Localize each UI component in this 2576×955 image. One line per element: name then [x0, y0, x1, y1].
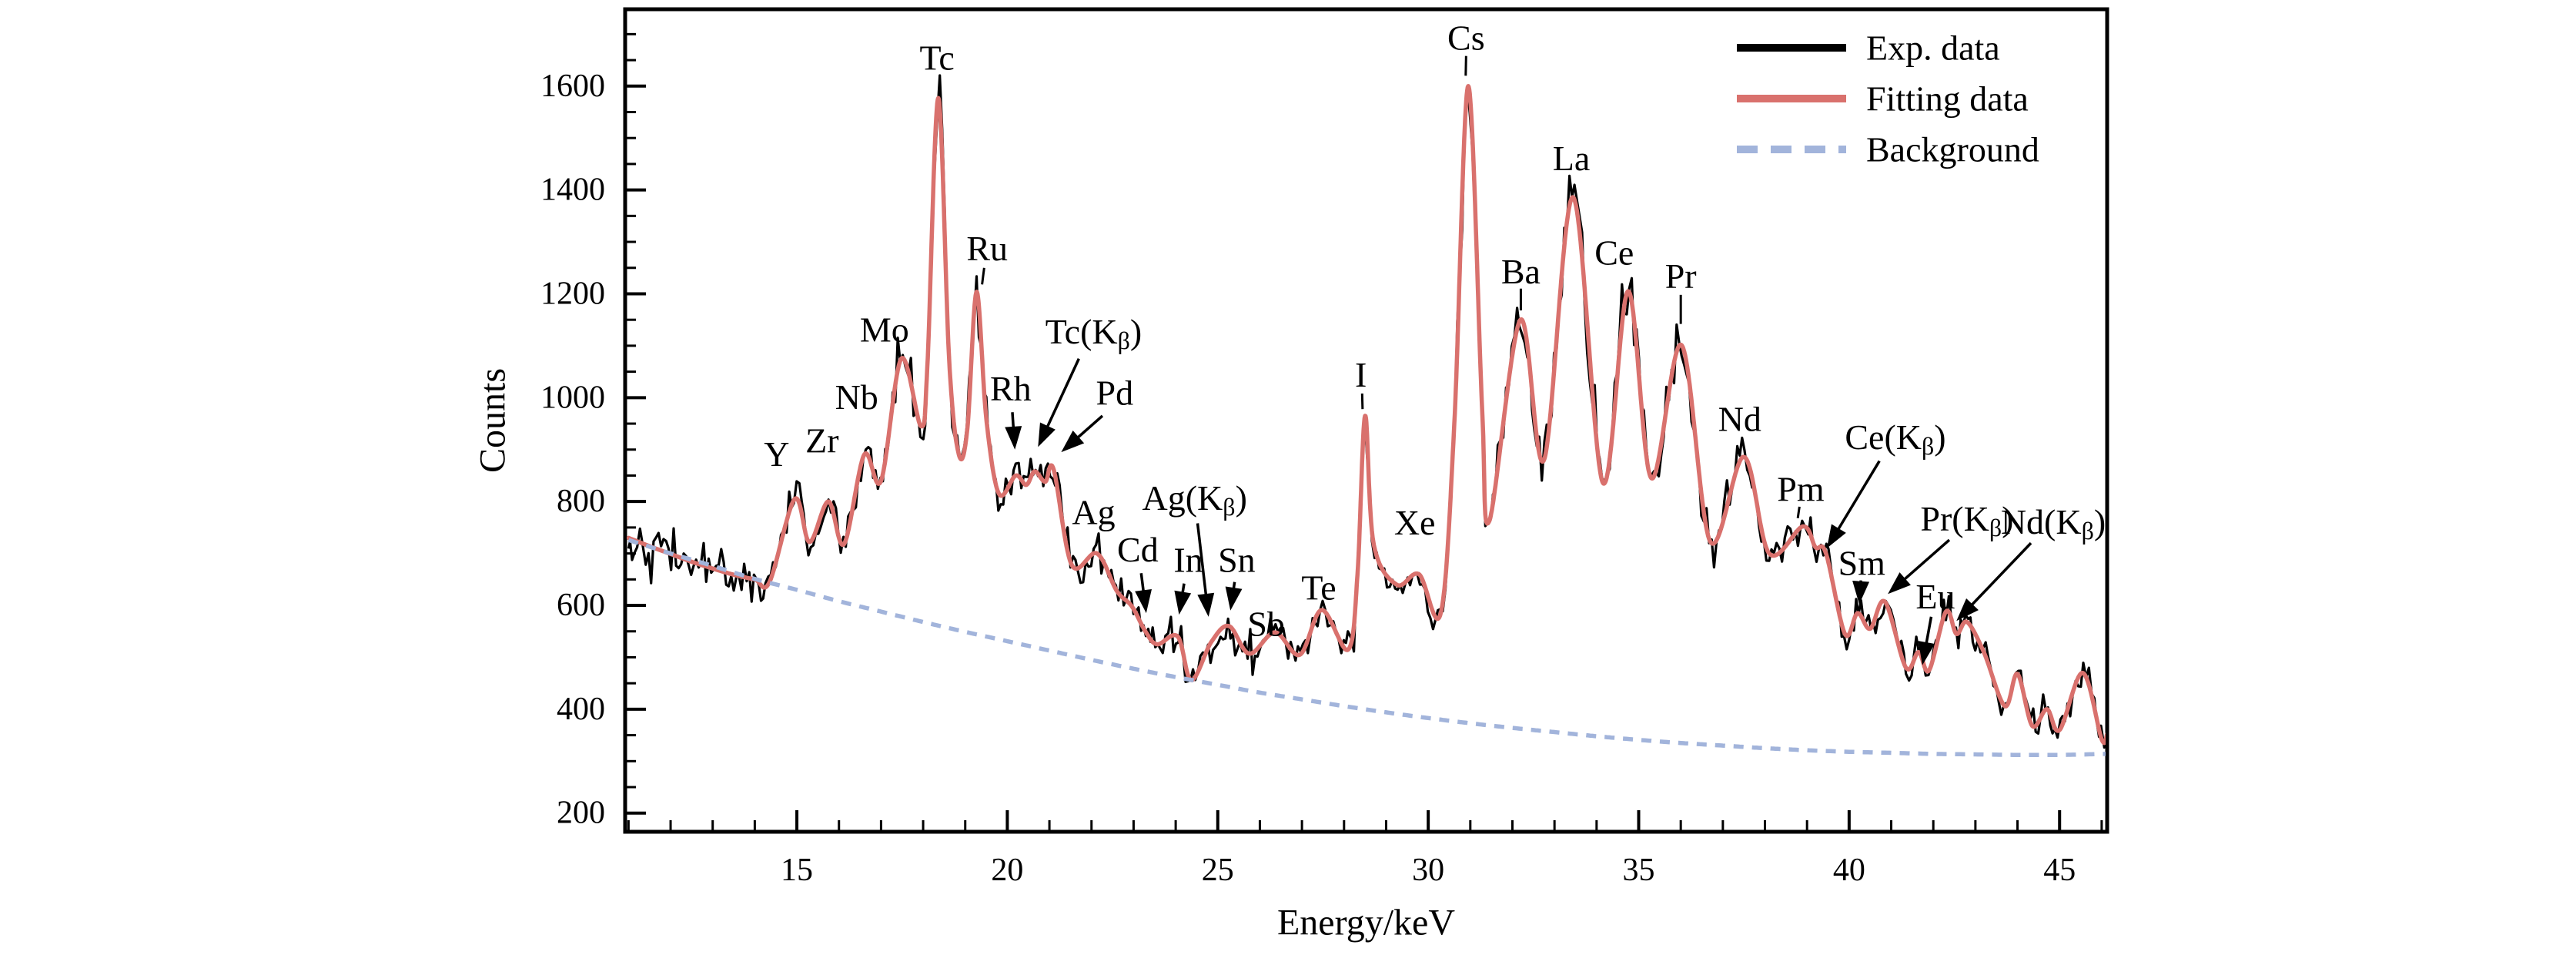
- annotation-leader-i: [1360, 393, 1364, 410]
- annotation-arrow-pd: [1073, 414, 1104, 442]
- annotation-label-nd: Nd: [1718, 399, 1761, 438]
- annotation-arrow-nd-k: [1967, 541, 2032, 610]
- annotation-label-ru: Ru: [966, 229, 1008, 268]
- y-tick-label: 1000: [540, 380, 605, 415]
- annotation-label-xe: Xe: [1394, 503, 1436, 542]
- annotation-arrowhead-in: [1174, 590, 1192, 615]
- x-tick-label: 40: [1833, 853, 1865, 888]
- annotation-arrow-ce-k: [1835, 460, 1881, 534]
- annotation-leader-pm: [1796, 506, 1801, 518]
- annotation-arrowhead-cd: [1135, 589, 1152, 614]
- annotation-label-nb: Nb: [835, 377, 878, 416]
- annotation-label-pm: Pm: [1777, 469, 1825, 508]
- annotation-arrow-pr-k: [1899, 538, 1951, 584]
- annotation-label-i: I: [1355, 354, 1367, 394]
- annotation-label-in: In: [1173, 540, 1203, 579]
- annotation-label-sb: Sb: [1247, 604, 1285, 643]
- annotation-label-te: Te: [1301, 568, 1336, 607]
- annotation-label-ce-k: Ce(Kβ): [1845, 417, 1945, 460]
- y-tick-label: 400: [557, 692, 605, 727]
- x-tick-label: 15: [781, 853, 813, 888]
- annotation-arrowhead-tc-k: [1038, 422, 1055, 447]
- annotation-label-tc: Tc: [919, 38, 954, 77]
- annotation-label-eu: Eu: [1915, 576, 1955, 615]
- annotation-arrowhead-ce-k: [1826, 524, 1846, 548]
- annotation-arrow-ag-k: [1196, 523, 1208, 600]
- annotation-arrowhead-pd: [1061, 431, 1085, 453]
- annotation-label-nd-k: Nd(Kβ): [2001, 501, 2106, 545]
- annotation-label-cs: Cs: [1447, 18, 1485, 57]
- annotation-label-ag-k: Ag(Kβ): [1142, 478, 1247, 521]
- annotation-label-pr: Pr: [1665, 256, 1697, 295]
- y-axis-title: Counts: [473, 368, 514, 473]
- annotation-arrow-tc-k: [1044, 358, 1080, 432]
- legend-label-fitting-data: Fitting data: [1866, 79, 2029, 119]
- x-tick-label: 45: [2043, 853, 2076, 888]
- annotation-label-ba: Ba: [1501, 251, 1541, 290]
- annotation-label-cd: Cd: [1117, 530, 1159, 569]
- fitting-data-line: [627, 84, 2106, 746]
- annotation-label-rh: Rh: [990, 369, 1032, 408]
- annotation-label-sn: Sn: [1218, 540, 1256, 579]
- annotation-arrowhead-sm: [1852, 580, 1870, 605]
- annotation-arrowhead-rh: [1005, 426, 1022, 450]
- annotation-arrowhead-nd-k: [1956, 598, 1979, 622]
- y-tick-label: 200: [557, 796, 605, 831]
- y-tick-label: 1400: [540, 173, 605, 208]
- x-tick-label: 25: [1202, 853, 1234, 888]
- y-tick-label: 600: [557, 588, 605, 623]
- y-tick-label: 1600: [540, 69, 605, 104]
- annotation-label-zr: Zr: [805, 421, 838, 460]
- annotation-label-pr-k: Pr(Kβ): [1920, 498, 2013, 541]
- annotation-arrowhead-ag-k: [1197, 592, 1215, 617]
- annotation-label-tc-k: Tc(Kβ): [1045, 312, 1142, 355]
- annotation-arrowhead-eu: [1918, 641, 1935, 665]
- plot-frame: [623, 7, 2109, 834]
- annotation-label-ce: Ce: [1594, 233, 1634, 272]
- annotation-label-la: La: [1553, 138, 1591, 177]
- annotation-label-pd: Pd: [1096, 373, 1134, 412]
- legend-label-exp-data: Exp. data: [1866, 28, 2000, 68]
- x-tick-label: 20: [991, 853, 1023, 888]
- annotation-label-ag: Ag: [1072, 492, 1115, 531]
- x-axis-title: Energy/keV: [1277, 903, 1455, 943]
- annotation-arrowhead-pr-k: [1888, 572, 1911, 595]
- annotation-label-sm: Sm: [1838, 543, 1886, 582]
- background-line: [627, 538, 2106, 758]
- legend-label-background: Background: [1866, 130, 2039, 169]
- y-tick-label: 1200: [540, 276, 605, 311]
- y-tick-label: 800: [557, 484, 605, 519]
- annotation-label-y: Y: [764, 434, 789, 474]
- annotation-leader-cs: [1464, 55, 1467, 76]
- x-tick-label: 30: [1412, 853, 1444, 888]
- annotation-leader-ru: [981, 267, 985, 285]
- annotation-label-mo: Mo: [860, 310, 909, 349]
- x-tick-label: 35: [1623, 853, 1655, 888]
- annotation-arrowhead-sn: [1225, 586, 1243, 611]
